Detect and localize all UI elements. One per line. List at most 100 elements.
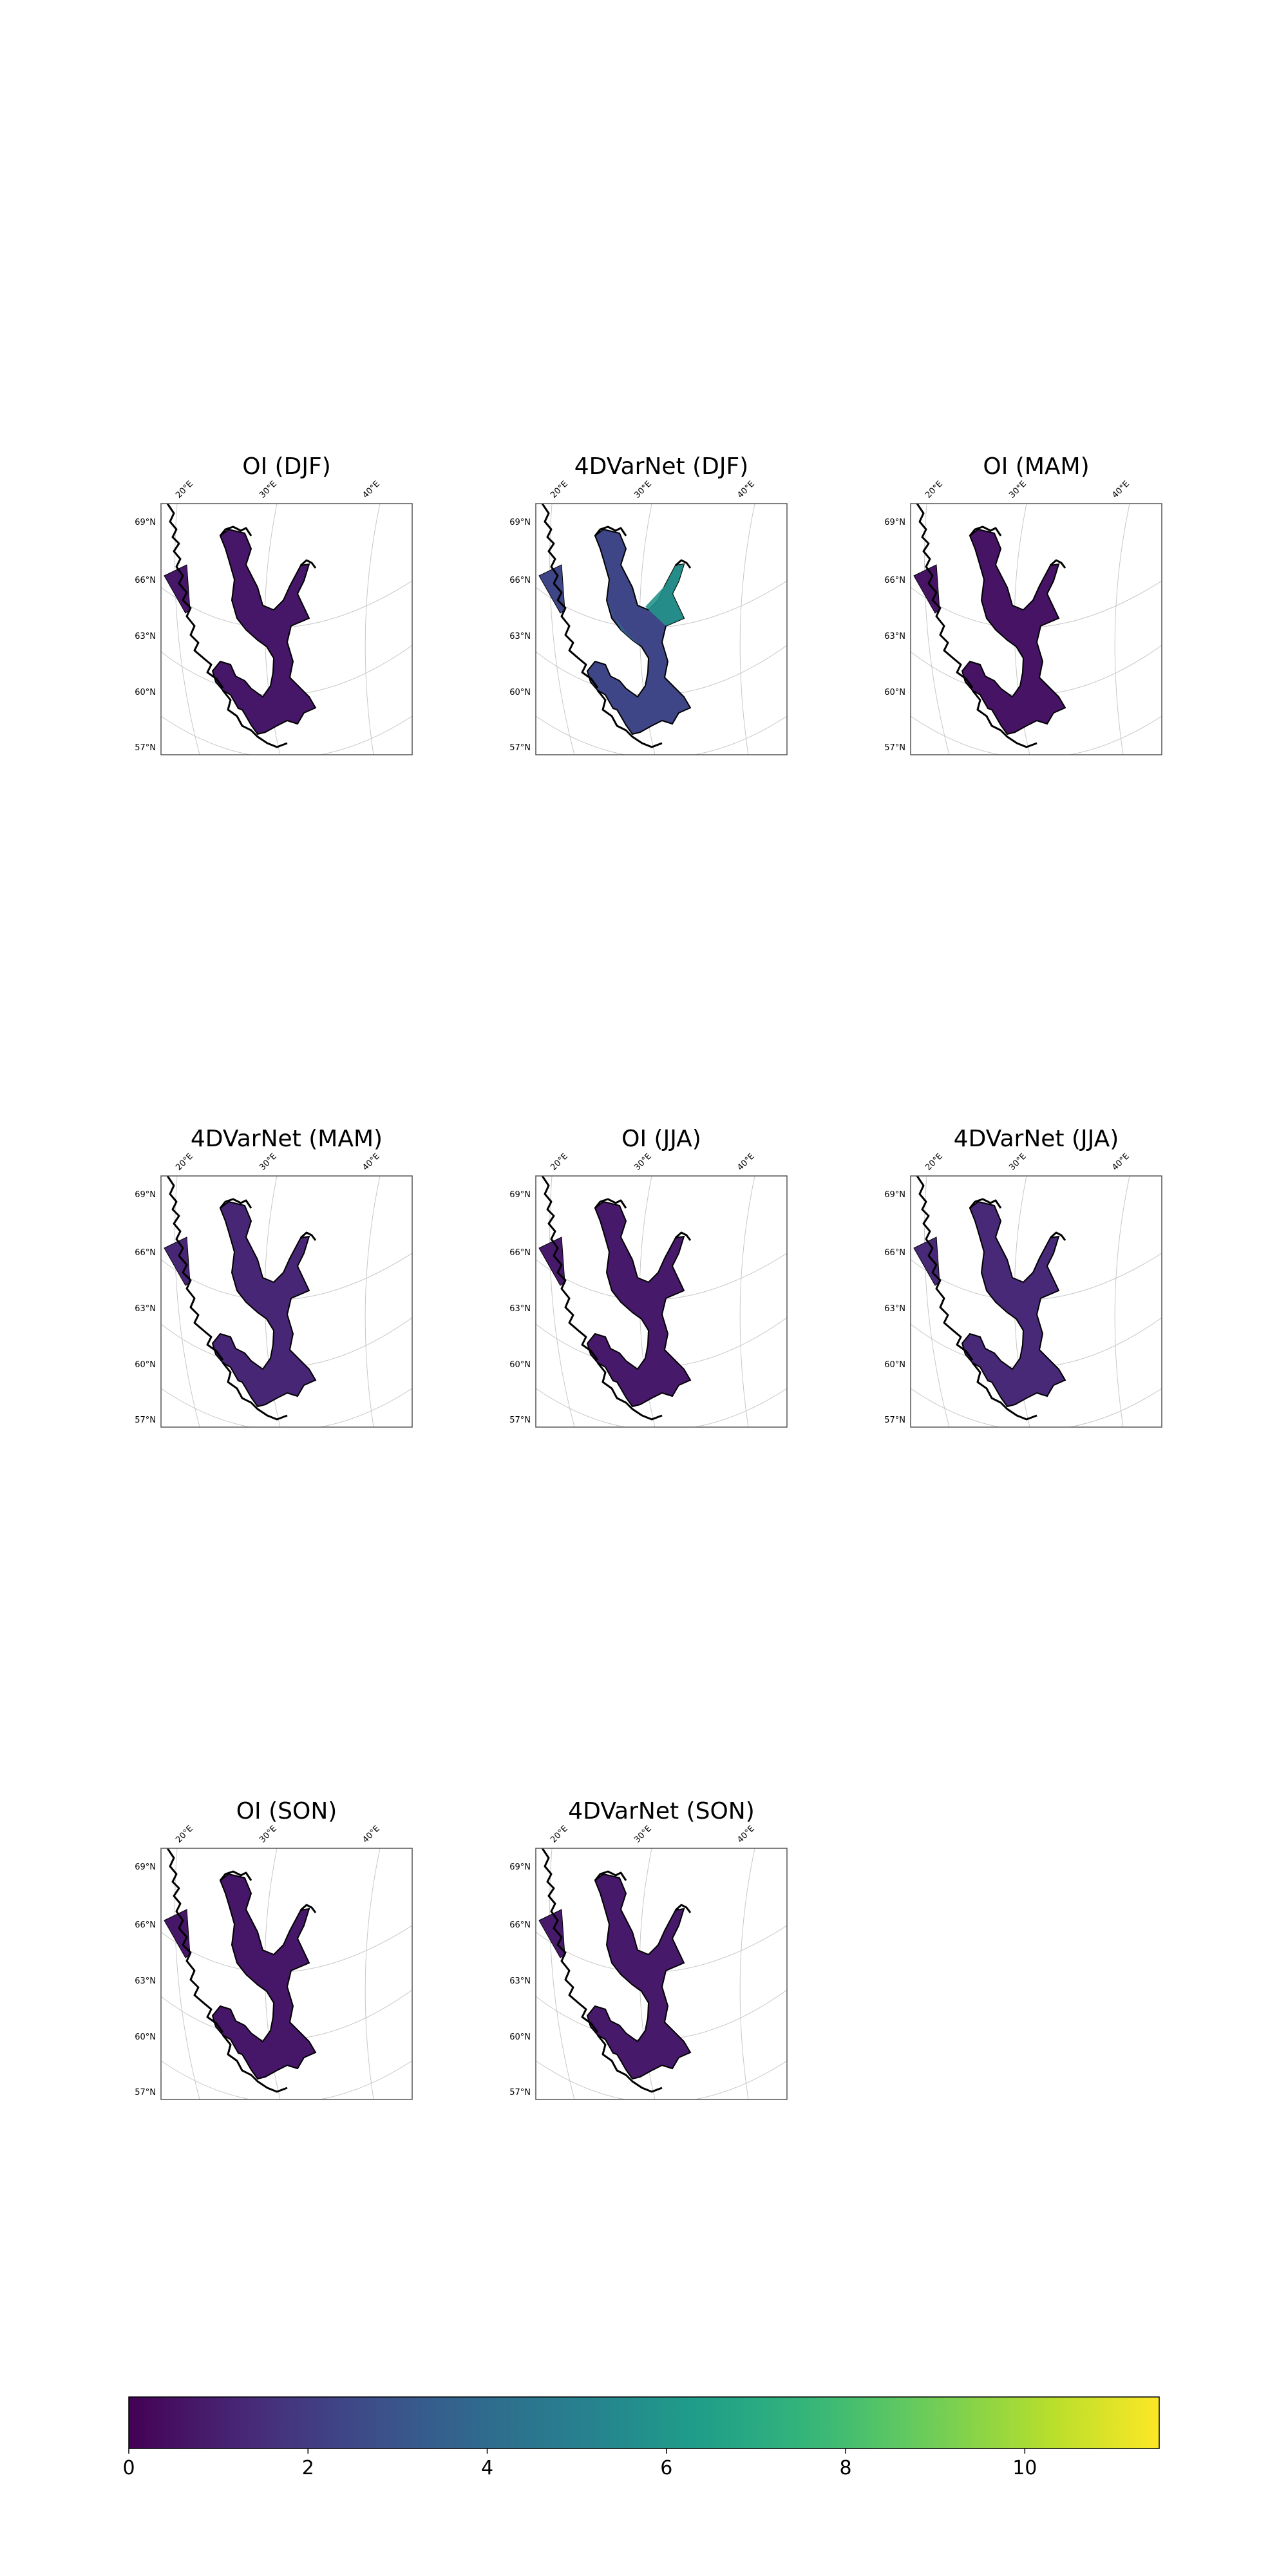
longitude-label: 20°E <box>549 1824 570 1845</box>
graticule-line <box>161 2060 412 2099</box>
latitude-label: 69°N <box>509 1190 531 1200</box>
latitude-label: 60°N <box>509 1360 531 1370</box>
coastline <box>594 1198 627 1209</box>
latitude-label: 63°N <box>135 1304 156 1314</box>
coastline <box>1050 1231 1066 1241</box>
graticule-line <box>924 1176 950 1427</box>
latitude-label: 66°N <box>884 1248 905 1258</box>
coastline <box>596 1362 663 1421</box>
map-frame <box>160 1175 413 1428</box>
map-frame <box>910 1175 1162 1428</box>
graticule-line <box>365 1176 381 1427</box>
latitude-label: 57°N <box>509 1416 531 1425</box>
colorbar-tick-label: 10 <box>1012 2457 1037 2479</box>
coastline <box>541 504 599 688</box>
latitude-label: 66°N <box>509 1920 531 1930</box>
graticule-line <box>175 1176 200 1427</box>
coastline <box>969 526 1002 536</box>
map-frame <box>535 503 788 755</box>
coastline <box>971 690 1037 748</box>
graticule-line <box>549 1176 575 1427</box>
coastline <box>166 1848 224 2033</box>
longitude-label: 20°E <box>549 1151 570 1173</box>
latitude-label: 69°N <box>884 1190 905 1200</box>
longitude-label: 30°E <box>258 1824 279 1845</box>
longitude-label: 30°E <box>632 479 654 500</box>
latitude-label: 57°N <box>135 743 156 753</box>
longitude-label: 40°E <box>735 1151 757 1173</box>
coastline <box>969 1198 1002 1209</box>
latitude-label: 66°N <box>135 1920 156 1930</box>
map-frame <box>160 503 413 755</box>
latitude-label: 57°N <box>884 743 905 753</box>
graticule-line <box>1114 1176 1130 1427</box>
map-panel: 4DVarNet (DJF)20°E 30°E 40°E 69°N 66°N 63°N 60… <box>509 453 788 755</box>
sea-field <box>211 1200 317 1408</box>
colorbar-tick-label: 4 <box>481 2457 493 2479</box>
sea-field-high <box>645 564 684 626</box>
coastline <box>222 690 288 748</box>
map-panel: 4DVarNet (SON)20°E 30°E 40°E 69°N 66°N 63°N 60… <box>509 1798 788 2100</box>
coastline <box>300 1231 317 1241</box>
map-frame <box>535 1175 788 1428</box>
graticule-line <box>549 1848 575 2099</box>
sea-patch-west <box>913 1236 940 1286</box>
colorbar-tick-label: 6 <box>660 2457 672 2479</box>
graticule-line <box>911 1388 1162 1427</box>
map-frame <box>160 1848 413 2100</box>
coastline <box>675 1904 692 1913</box>
longitude-label: 20°E <box>923 479 945 500</box>
coastline <box>219 526 252 536</box>
graticule-line <box>175 1848 200 2099</box>
graticule-line <box>536 1388 787 1427</box>
sea-field <box>211 1873 317 2080</box>
graticule-line <box>161 715 412 755</box>
longitude-label: 30°E <box>1007 479 1028 500</box>
latitude-label: 63°N <box>509 632 531 641</box>
longitude-label: 40°E <box>361 1151 382 1173</box>
sea-field <box>586 1873 692 2080</box>
latitude-label: 69°N <box>509 518 531 527</box>
coastline <box>166 1176 224 1361</box>
colorbar-gradient <box>128 2396 1160 2449</box>
latitude-label: 66°N <box>884 576 905 585</box>
longitude-label: 40°E <box>1110 479 1132 500</box>
graticule-line <box>549 504 575 755</box>
coastline <box>916 504 974 688</box>
longitude-label: 30°E <box>1007 1151 1028 1173</box>
sea-patch-west <box>164 1236 191 1286</box>
map-panel: 4DVarNet (MAM)20°E 30°E 40°E 69°N 66°N 63°N 60… <box>135 1126 413 1428</box>
coastline <box>675 1231 692 1241</box>
latitude-label: 60°N <box>509 2032 531 2042</box>
graticule-line <box>536 2060 787 2099</box>
coastline <box>300 559 317 569</box>
sea-field <box>211 528 317 735</box>
sea-patch-west <box>913 564 940 614</box>
map-panels: OI (DJF) 20°E 30°E 40°E 69°N 66°N 63°N 60°N 57°N… <box>135 453 1162 2100</box>
map-panel: 4DVarNet (JJA) 20°E 30°E 40°E 69°N 66°N 63°N 60… <box>884 1126 1162 1428</box>
sea-field <box>586 528 692 735</box>
colorbar: 0 2 4 6 8 10 <box>122 2396 1160 2479</box>
latitude-label: 66°N <box>509 1248 531 1258</box>
graticule-line <box>365 504 381 755</box>
coastline <box>916 1176 974 1361</box>
latitude-label: 63°N <box>509 1304 531 1314</box>
map-panel: OI (DJF) 20°E 30°E 40°E 69°N 66°N 63°N 60°N 57°N <box>135 453 413 755</box>
map-frame <box>910 503 1162 755</box>
panel-title: 4DVarNet (JJA) <box>954 1126 1119 1152</box>
coastline <box>675 559 692 569</box>
latitude-label: 60°N <box>884 688 905 697</box>
sea-patch-west <box>538 564 565 614</box>
latitude-label: 69°N <box>135 1862 156 1872</box>
coastline <box>222 2034 288 2093</box>
colorbar-tick-label: 0 <box>122 2457 135 2479</box>
colorbar-tick-label: 2 <box>302 2457 314 2479</box>
latitude-label: 60°N <box>884 1360 905 1370</box>
graticule-line <box>924 504 950 755</box>
latitude-label: 57°N <box>135 1416 156 1425</box>
latitude-label: 63°N <box>884 1304 905 1314</box>
latitude-label: 66°N <box>135 576 156 585</box>
panel-title: 4DVarNet (SON) <box>568 1798 755 1824</box>
longitude-label: 40°E <box>735 479 757 500</box>
